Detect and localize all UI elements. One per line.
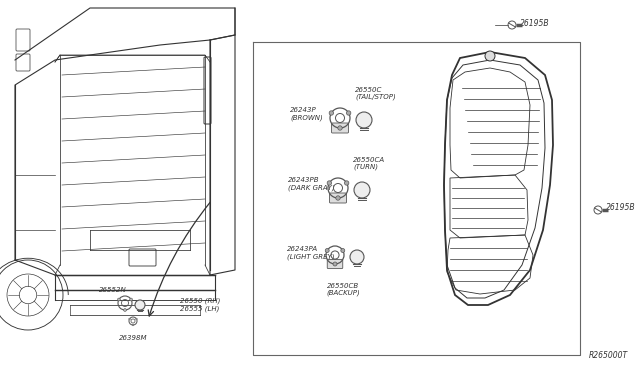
Circle shape bbox=[118, 298, 120, 301]
Circle shape bbox=[350, 250, 364, 264]
Circle shape bbox=[135, 300, 145, 310]
Circle shape bbox=[338, 126, 342, 130]
Text: 26552N: 26552N bbox=[99, 287, 127, 293]
Circle shape bbox=[132, 324, 134, 326]
Circle shape bbox=[341, 248, 345, 253]
Text: 26550 (RH)
26555 (LH): 26550 (RH) 26555 (LH) bbox=[180, 298, 220, 312]
Circle shape bbox=[344, 181, 349, 185]
Circle shape bbox=[129, 318, 131, 320]
FancyBboxPatch shape bbox=[330, 193, 346, 203]
Circle shape bbox=[336, 196, 340, 200]
Text: 26550C
(TAIL/STOP): 26550C (TAIL/STOP) bbox=[355, 87, 396, 100]
Circle shape bbox=[136, 318, 137, 320]
FancyBboxPatch shape bbox=[332, 123, 349, 133]
Circle shape bbox=[354, 182, 370, 198]
FancyBboxPatch shape bbox=[327, 259, 343, 269]
Circle shape bbox=[333, 262, 337, 266]
Circle shape bbox=[329, 111, 333, 115]
Text: 26550CA
(TURN): 26550CA (TURN) bbox=[353, 157, 385, 170]
Text: 26243P
(BROWN): 26243P (BROWN) bbox=[290, 107, 323, 121]
Circle shape bbox=[485, 51, 495, 61]
Text: 26195B: 26195B bbox=[520, 19, 550, 29]
Circle shape bbox=[124, 309, 127, 311]
Text: 26195B: 26195B bbox=[606, 203, 636, 212]
Circle shape bbox=[327, 181, 332, 185]
Text: R265000T: R265000T bbox=[589, 351, 628, 360]
Text: 26243PA
(LIGHT GREY): 26243PA (LIGHT GREY) bbox=[287, 246, 335, 260]
Circle shape bbox=[325, 248, 329, 253]
Text: 26398M: 26398M bbox=[119, 335, 147, 341]
Text: 26243PB
(DARK GRAY): 26243PB (DARK GRAY) bbox=[288, 177, 335, 191]
Circle shape bbox=[130, 298, 132, 301]
Circle shape bbox=[346, 111, 351, 115]
Text: 26550CB
(BACKUP): 26550CB (BACKUP) bbox=[326, 283, 360, 296]
Circle shape bbox=[356, 112, 372, 128]
